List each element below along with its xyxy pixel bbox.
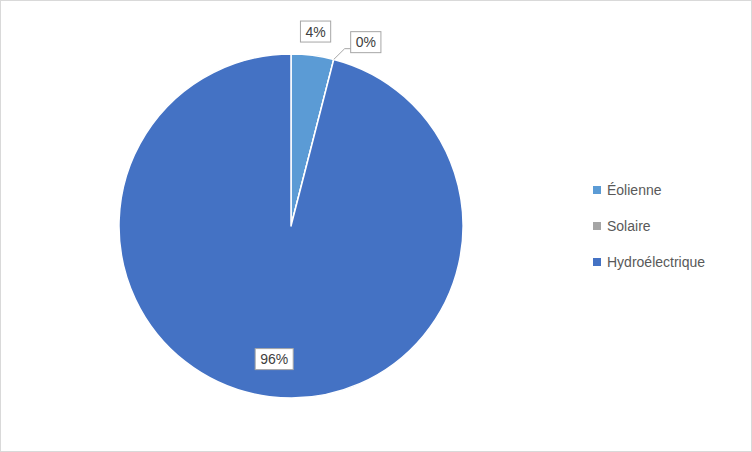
pie-slice [119,54,463,398]
legend-swatch [593,186,601,194]
data-labels: 4% 0% 96% [255,21,381,370]
data-label: 0% [351,32,381,53]
legend-label: Éolienne [607,182,662,198]
data-label: 96% [255,349,293,370]
chart: 4% 0% 96% Éolienne Solaire Hydroélectrique [0,0,752,452]
data-label-text: 96% [260,351,288,367]
label-box [300,21,330,42]
chart-frame [1,1,752,452]
legend-label: Hydroélectrique [607,254,705,270]
legend-label: Solaire [607,218,651,234]
legend-swatch [593,222,601,230]
data-label-text: 0% [356,34,376,50]
data-label: 4% [300,21,330,42]
leader-line [334,49,351,60]
label-box [255,349,293,370]
slices [119,54,463,398]
legend-swatch [593,258,601,266]
label-box [351,32,381,53]
data-label-text: 4% [305,24,325,40]
legend: Éolienne Solaire Hydroélectrique [593,182,705,270]
